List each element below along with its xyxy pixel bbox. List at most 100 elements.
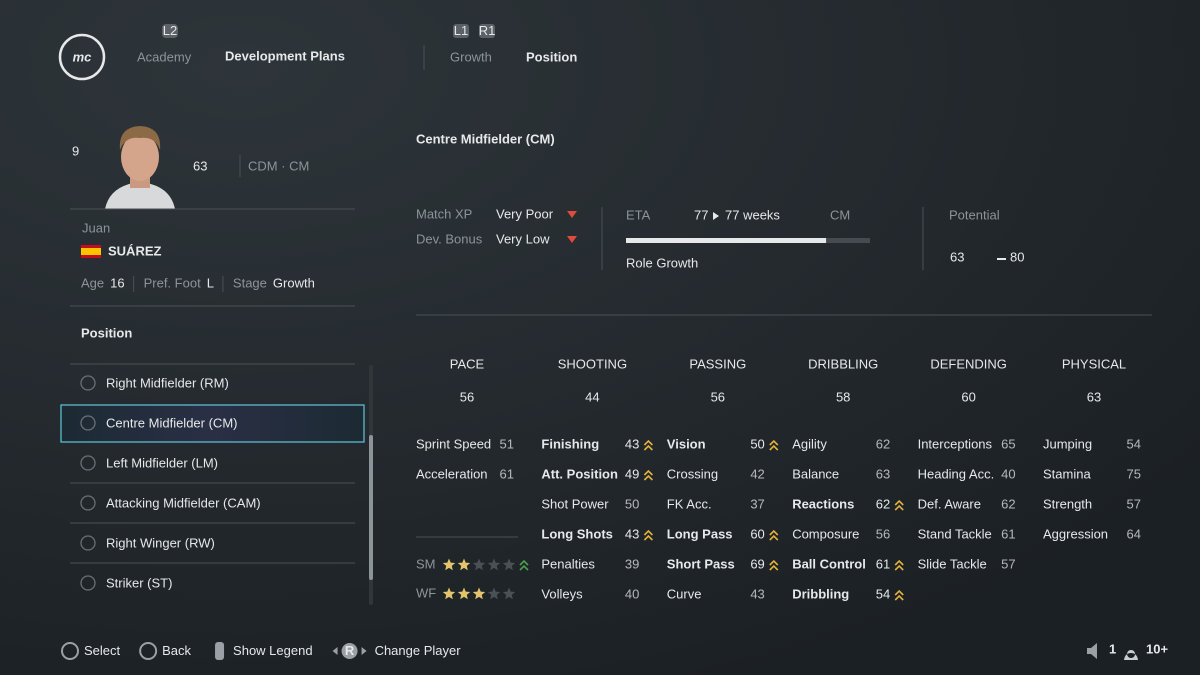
- attribute-name: Short Pass: [667, 556, 735, 571]
- attribute-name: Penalties: [541, 556, 595, 571]
- radio[interactable]: [80, 495, 96, 511]
- potential-high: 80: [1010, 249, 1024, 264]
- attribute-value: 62: [1001, 496, 1015, 511]
- tab[interactable]: Academy: [137, 49, 192, 64]
- footer-action[interactable]: Select: [84, 643, 121, 658]
- boost-icon: [519, 559, 529, 571]
- position-item[interactable]: Right Winger (RW): [106, 535, 215, 550]
- button-icon: [215, 642, 225, 660]
- shirt-number: 9: [72, 143, 79, 158]
- plan-title: Centre Midfielder (CM): [416, 131, 555, 146]
- button-badge: [162, 24, 178, 38]
- stat-name: PHYSICAL: [1062, 356, 1126, 371]
- eta-current: 77: [694, 207, 708, 222]
- attribute-value: 43: [625, 526, 639, 541]
- button-icon: [341, 643, 358, 659]
- attribute-name: Crossing: [667, 466, 718, 481]
- label: Match XP: [416, 206, 472, 221]
- potential-low: 63: [950, 249, 964, 264]
- stat-name: DEFENDING: [930, 356, 1007, 371]
- attribute-name: Sprint Speed: [416, 436, 491, 451]
- radio[interactable]: [80, 415, 96, 431]
- attribute-name: Jumping: [1043, 436, 1092, 451]
- value: Very Low: [496, 231, 550, 246]
- attribute-name: Att. Position: [541, 466, 618, 481]
- attribute-value: 54: [1127, 436, 1141, 451]
- attribute-name: Vision: [667, 436, 706, 451]
- attribute-value: 39: [625, 556, 639, 571]
- attribute-name: Interceptions: [918, 436, 993, 451]
- party-icon: [1124, 650, 1138, 660]
- attribute-value: 40: [1001, 466, 1015, 481]
- footer-action[interactable]: Back: [162, 643, 191, 658]
- detail-label: Age: [81, 275, 104, 290]
- boost-icon: [643, 469, 653, 481]
- position-item[interactable]: Centre Midfielder (CM): [106, 415, 237, 430]
- attribute-name: FK Acc.: [667, 496, 712, 511]
- attribute-name: Slide Tackle: [918, 556, 987, 571]
- last-name: SUÁREZ: [108, 243, 162, 258]
- attribute-value: 56: [876, 526, 890, 541]
- star: [442, 587, 456, 600]
- tab-active[interactable]: Position: [526, 49, 577, 64]
- radio[interactable]: [80, 535, 96, 551]
- attribute-value: 57: [1127, 496, 1141, 511]
- party-count: 10+: [1146, 641, 1168, 656]
- attribute-name: Aggression: [1043, 526, 1108, 541]
- attribute-name: Dribbling: [792, 586, 849, 601]
- button-hint: L2: [163, 23, 177, 38]
- detail-label: Stage: [233, 275, 267, 290]
- position-item[interactable]: Right Midfielder (RM): [106, 375, 229, 390]
- position-item[interactable]: Attacking Midfielder (CAM): [106, 495, 261, 510]
- attribute-value: 57: [1001, 556, 1015, 571]
- attribute-value: 43: [750, 586, 764, 601]
- footer-action[interactable]: Change Player: [375, 643, 462, 658]
- label: ETA: [626, 207, 651, 222]
- tab[interactable]: Growth: [450, 49, 492, 64]
- position-item[interactable]: Left Midfielder (LM): [106, 455, 218, 470]
- skill-label: WF: [416, 585, 436, 600]
- attribute-value: 69: [750, 556, 764, 571]
- radio[interactable]: [80, 375, 96, 391]
- stat-name: PASSING: [689, 356, 746, 371]
- attribute-value: 40: [625, 586, 639, 601]
- button-badge: [453, 24, 469, 38]
- boost-icon: [769, 529, 779, 541]
- star: [502, 558, 516, 571]
- attribute-value: 37: [750, 496, 764, 511]
- radio[interactable]: [80, 455, 96, 471]
- attribute-value: 63: [876, 466, 890, 481]
- boost-icon: [894, 499, 904, 511]
- attribute-value: 60: [750, 526, 764, 541]
- button-hint: L1: [454, 23, 468, 38]
- flag: [81, 245, 101, 258]
- stat-value: 63: [1087, 389, 1101, 404]
- star: [457, 587, 471, 600]
- attribute-name: Finishing: [541, 436, 599, 451]
- nav-arrow: [332, 647, 338, 655]
- footer-action[interactable]: Show Legend: [233, 643, 313, 658]
- value: Very Poor: [496, 206, 554, 221]
- attribute-name: Shot Power: [541, 496, 609, 511]
- boost-icon: [894, 589, 904, 601]
- stat-value: 60: [961, 389, 975, 404]
- scrollbar-thumb[interactable]: [369, 435, 373, 580]
- detail-value: Growth: [273, 275, 315, 290]
- attribute-name: Acceleration: [416, 466, 488, 481]
- page-title: Development Plans: [225, 48, 345, 63]
- radio[interactable]: [80, 575, 96, 591]
- attribute-name: Reactions: [792, 496, 854, 511]
- star: [502, 587, 516, 600]
- position-item[interactable]: Striker (ST): [106, 575, 172, 590]
- detail-value: 16: [110, 275, 124, 290]
- selected-row[interactable]: [60, 404, 365, 443]
- down-arrow: [567, 236, 577, 243]
- stat-value: 58: [836, 389, 850, 404]
- attribute-value: 42: [750, 466, 764, 481]
- boost-icon: [769, 559, 779, 571]
- stat-value: 56: [711, 389, 725, 404]
- attribute-value: 61: [1001, 526, 1015, 541]
